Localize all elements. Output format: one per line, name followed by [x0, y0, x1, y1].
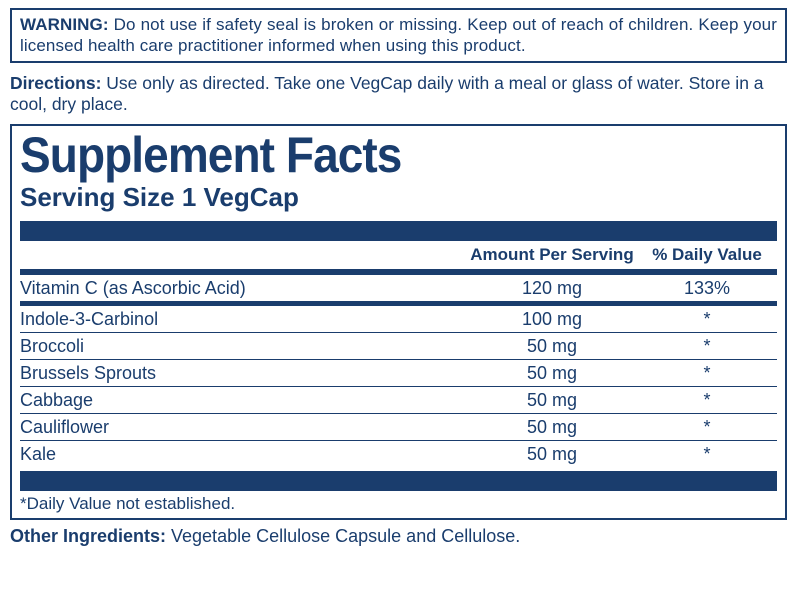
table-row: Indole-3-Carbinol100 mg*: [20, 306, 777, 333]
ingredient-amount: 50 mg: [467, 444, 637, 465]
ingredient-name: Brussels Sprouts: [20, 363, 467, 384]
thick-divider: [20, 221, 777, 241]
directions-label: Directions:: [10, 73, 101, 93]
directions: Directions: Use only as directed. Take o…: [10, 73, 787, 117]
col-dv: % Daily Value: [637, 245, 777, 265]
ingredient-name: Cauliflower: [20, 417, 467, 438]
ingredient-amount: 50 mg: [467, 336, 637, 357]
facts-rows: Vitamin C (as Ascorbic Acid)120 mg133%In…: [20, 275, 777, 467]
table-row: Vitamin C (as Ascorbic Acid)120 mg133%: [20, 275, 777, 306]
ingredient-amount: 50 mg: [467, 417, 637, 438]
warning-text: Do not use if safety seal is broken or m…: [20, 15, 777, 55]
thick-divider-bottom: [20, 471, 777, 491]
table-row: Cauliflower50 mg*: [20, 414, 777, 441]
dv-footnote: *Daily Value not established.: [20, 494, 777, 516]
ingredient-amount: 100 mg: [467, 309, 637, 330]
table-row: Kale50 mg*: [20, 441, 777, 467]
ingredient-name: Kale: [20, 444, 467, 465]
table-row: Broccoli50 mg*: [20, 333, 777, 360]
serving-size: Serving Size 1 VegCap: [20, 182, 777, 213]
ingredient-dv: *: [637, 444, 777, 465]
ingredient-amount: 50 mg: [467, 363, 637, 384]
col-amount: Amount Per Serving: [467, 245, 637, 265]
ingredient-dv: *: [637, 309, 777, 330]
ingredient-name: Broccoli: [20, 336, 467, 357]
ingredient-name: Indole-3-Carbinol: [20, 309, 467, 330]
ingredient-amount: 120 mg: [467, 278, 637, 299]
column-headers: Amount Per Serving % Daily Value: [20, 245, 777, 265]
supplement-facts-panel: Supplement Facts Serving Size 1 VegCap A…: [10, 124, 787, 520]
ingredient-name: Cabbage: [20, 390, 467, 411]
ingredient-dv: *: [637, 417, 777, 438]
other-label: Other Ingredients:: [10, 526, 166, 546]
ingredient-dv: *: [637, 363, 777, 384]
ingredient-amount: 50 mg: [467, 390, 637, 411]
ingredient-dv: 133%: [637, 278, 777, 299]
other-ingredients: Other Ingredients: Vegetable Cellulose C…: [10, 526, 787, 547]
warning-box: WARNING: Do not use if safety seal is br…: [10, 8, 787, 63]
other-text: Vegetable Cellulose Capsule and Cellulos…: [166, 526, 520, 546]
ingredient-dv: *: [637, 390, 777, 411]
warning-label: WARNING:: [20, 15, 109, 34]
table-row: Brussels Sprouts50 mg*: [20, 360, 777, 387]
directions-text: Use only as directed. Take one VegCap da…: [10, 73, 764, 115]
ingredient-name: Vitamin C (as Ascorbic Acid): [20, 278, 467, 299]
table-row: Cabbage50 mg*: [20, 387, 777, 414]
facts-title: Supplement Facts: [20, 130, 716, 180]
ingredient-dv: *: [637, 336, 777, 357]
